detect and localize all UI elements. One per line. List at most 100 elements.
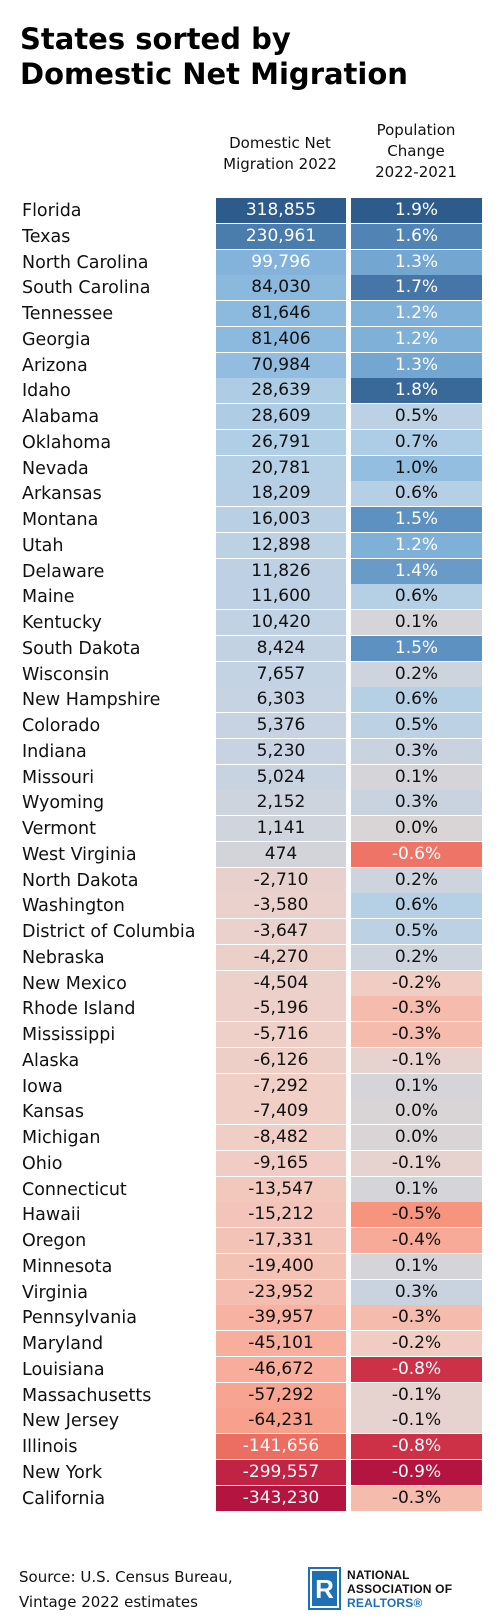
table-row: Maryland -45,101 -0.2% xyxy=(0,1331,499,1357)
population-change-cell: 1.4% xyxy=(351,558,482,584)
table-row: Arkansas 18,209 0.6% xyxy=(0,481,499,507)
state-name: Oklahoma xyxy=(22,432,112,453)
migration-cell: 20,781 xyxy=(216,455,346,481)
logo-line2: ASSOCIATION OF xyxy=(347,1582,453,1596)
table-row: New Jersey -64,231 -0.1% xyxy=(0,1408,499,1434)
state-name: South Dakota xyxy=(22,638,141,659)
migration-cell: 28,639 xyxy=(216,378,346,404)
state-name: West Virginia xyxy=(22,844,137,865)
table-row: Missouri 5,024 0.1% xyxy=(0,764,499,791)
state-name: Utah xyxy=(22,535,64,556)
state-name: North Carolina xyxy=(22,252,149,273)
table-row: Maine 11,600 0.6% xyxy=(0,584,499,610)
table-row: Florida 318,855 1.9% xyxy=(0,198,499,224)
migration-cell: 1,141 xyxy=(216,816,346,841)
migration-cell: -4,270 xyxy=(216,944,346,970)
population-change-cell: 1.3% xyxy=(351,352,482,378)
population-change-cell: -0.8% xyxy=(351,1356,482,1382)
table-row: North Carolina 99,796 1.3% xyxy=(0,249,499,276)
table-row: Alaska -6,126 -0.1% xyxy=(0,1047,499,1074)
state-name: Maine xyxy=(22,587,75,608)
state-name: Iowa xyxy=(22,1076,63,1097)
table-row: Oklahoma 26,791 0.7% xyxy=(0,429,499,456)
population-change-cell: 0.5% xyxy=(351,404,482,429)
table-row: Washington -3,580 0.6% xyxy=(0,893,499,919)
table-row: Virginia -23,952 0.3% xyxy=(0,1279,499,1306)
population-change-cell: 0.1% xyxy=(351,1073,482,1099)
population-change-cell: 1.2% xyxy=(351,301,482,326)
migration-cell: -9,165 xyxy=(216,1150,346,1176)
logo-text: NATIONAL ASSOCIATION OF REALTORS® xyxy=(347,1568,452,1610)
migration-cell: 5,376 xyxy=(216,713,346,738)
table-row: New Mexico -4,504 -0.2% xyxy=(0,970,499,997)
table-row: Colorado 5,376 0.5% xyxy=(0,713,499,739)
migration-cell: 230,961 xyxy=(216,223,346,249)
migration-cell: 10,420 xyxy=(216,610,346,635)
population-change-cell: 0.6% xyxy=(351,481,482,507)
table-row: South Dakota 8,424 1.5% xyxy=(0,635,499,662)
population-change-cell: 0.3% xyxy=(351,1279,482,1305)
table-row: New Hampshire 6,303 0.6% xyxy=(0,687,499,713)
state-name: Kentucky xyxy=(22,613,102,633)
population-change-cell: -0.3% xyxy=(351,1022,482,1047)
state-name: Connecticut xyxy=(22,1179,127,1200)
state-name: New Mexico xyxy=(22,973,127,994)
table-row: Mississippi -5,716 -0.3% xyxy=(0,1022,499,1048)
population-change-cell: 0.2% xyxy=(351,944,482,970)
state-name: Delaware xyxy=(22,561,105,582)
migration-cell: -45,101 xyxy=(216,1331,346,1356)
source-note: Source: U.S. Census Bureau, Vintage 2022… xyxy=(19,1565,233,1615)
state-name: Pennsylvania xyxy=(22,1308,137,1329)
table-row: Connecticut -13,547 0.1% xyxy=(0,1176,499,1203)
population-change-cell: 1.5% xyxy=(351,507,482,532)
population-change-cell: 0.1% xyxy=(351,610,482,635)
column-header-migration-line2: Migration 2022 xyxy=(223,155,337,173)
migration-cell: 28,609 xyxy=(216,404,346,429)
population-change-cell: 0.3% xyxy=(351,738,482,764)
table-row: West Virginia 474 -0.6% xyxy=(0,841,499,868)
state-name: Ohio xyxy=(22,1153,63,1174)
table-row: Vermont 1,141 0.0% xyxy=(0,816,499,842)
state-name: South Carolina xyxy=(22,278,151,299)
table-row: Oregon -17,331 -0.4% xyxy=(0,1228,499,1254)
table-row: Minnesota -19,400 0.1% xyxy=(0,1253,499,1280)
migration-cell: 18,209 xyxy=(216,481,346,507)
state-name: Illinois xyxy=(22,1437,78,1457)
table-row: Massachusetts -57,292 -0.1% xyxy=(0,1382,499,1409)
nar-logo: R NATIONAL ASSOCIATION OF REALTORS® xyxy=(308,1567,488,1611)
state-name: Alaska xyxy=(22,1050,80,1071)
migration-cell: -8,482 xyxy=(216,1125,346,1150)
migration-cell: 5,230 xyxy=(216,738,346,764)
migration-cell: 26,791 xyxy=(216,429,346,455)
state-name: Massachusetts xyxy=(22,1385,152,1406)
column-header-population: Population Change 2022-2021 xyxy=(350,120,482,183)
state-name: Tennessee xyxy=(22,304,114,324)
table-row: Texas 230,961 1.6% xyxy=(0,223,499,250)
migration-cell: -6,126 xyxy=(216,1047,346,1073)
table-row: Georgia 81,406 1.2% xyxy=(0,326,499,353)
population-change-cell: 0.7% xyxy=(351,429,482,455)
migration-cell: 5,024 xyxy=(216,764,346,790)
column-header-population-line1: Population xyxy=(376,121,456,139)
population-change-cell: 1.9% xyxy=(351,198,482,223)
state-name: Hawaii xyxy=(22,1205,81,1226)
population-change-cell: 0.6% xyxy=(351,584,482,610)
state-name: Texas xyxy=(22,226,71,247)
population-change-cell: -0.9% xyxy=(351,1459,482,1485)
population-change-cell: -0.1% xyxy=(351,1150,482,1176)
migration-cell: -7,409 xyxy=(216,1099,346,1125)
population-change-cell: 1.7% xyxy=(351,275,482,301)
migration-cell: -13,547 xyxy=(216,1176,346,1202)
state-name: Maryland xyxy=(22,1334,104,1354)
migration-cell: 84,030 xyxy=(216,275,346,301)
population-change-cell: -0.8% xyxy=(351,1434,482,1459)
table-row: California -343,230 -0.3% xyxy=(0,1485,499,1512)
table-row: Arizona 70,984 1.3% xyxy=(0,352,499,379)
migration-cell: 7,657 xyxy=(216,661,346,687)
state-name: Georgia xyxy=(22,329,91,350)
population-change-cell: 0.1% xyxy=(351,1253,482,1279)
population-change-cell: 1.6% xyxy=(351,223,482,249)
table-row: New York -299,557 -0.9% xyxy=(0,1459,499,1486)
migration-cell: -17,331 xyxy=(216,1228,346,1253)
migration-cell: -39,957 xyxy=(216,1305,346,1331)
